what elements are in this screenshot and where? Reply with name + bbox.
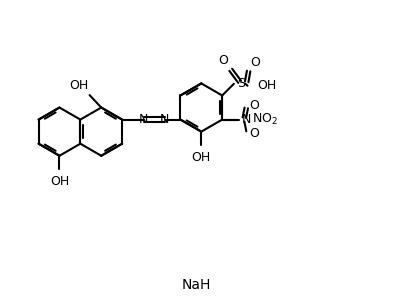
Text: OH: OH: [69, 79, 88, 92]
Text: N: N: [139, 113, 148, 126]
Text: S: S: [237, 77, 245, 90]
Text: OH: OH: [192, 151, 211, 164]
Text: OH: OH: [50, 175, 69, 188]
Text: O: O: [250, 127, 259, 140]
Text: NaH: NaH: [182, 278, 211, 292]
Text: O: O: [218, 54, 228, 67]
Text: O: O: [250, 99, 259, 112]
Text: O: O: [251, 56, 261, 69]
Text: N: N: [160, 113, 169, 126]
Text: N: N: [242, 113, 251, 126]
Text: OH: OH: [257, 79, 276, 92]
Text: NO$_2$: NO$_2$: [252, 112, 278, 127]
